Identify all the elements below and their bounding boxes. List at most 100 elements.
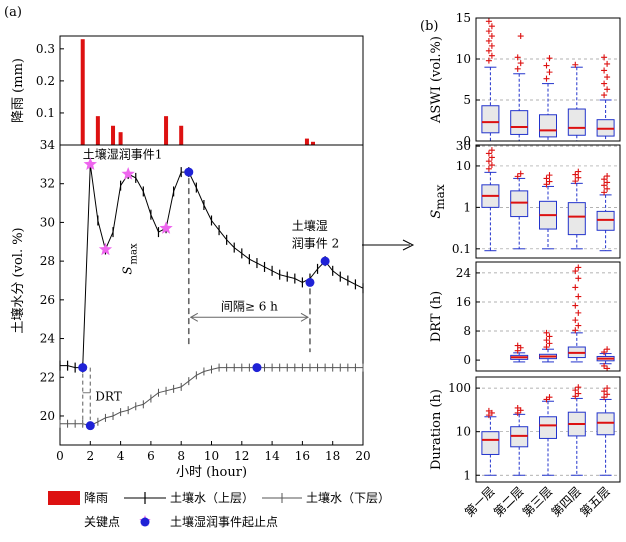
box-y-tick-label: 15 [456,11,471,25]
legend-rain-label: 降雨 [84,491,108,505]
soil-y-tick-label: 28 [40,254,55,268]
soil-y-tick-label: 24 [40,332,56,346]
box-outlier-marker [601,54,608,61]
box-y-tick-label: 10 [456,425,471,439]
box-outlier-marker [604,346,611,353]
panel-a-label: (a) [4,5,22,20]
box-y-tick-label: 30 [456,139,471,153]
box-iqr [510,110,529,135]
box-y-tick-label: 1 [463,468,471,482]
box-outlier-marker [604,179,611,186]
rainfall-chart: 0.1 0.2 0.3 34 降雨 (mm) [11,35,364,152]
box-y-axis-label-s: S [429,210,444,219]
box-outlier-marker [575,168,582,175]
box-iqr [596,412,615,436]
box-outlier-marker [543,75,550,82]
smax-annotation: Smax [121,243,140,275]
legend-lower-label: 土壤水（下层） [306,490,390,505]
box-outlier-marker [601,388,608,395]
box-outlier-marker [575,174,582,181]
rain-y-tick-label: 0.2 [36,74,55,88]
box-outlier-marker [572,317,579,324]
box-iqr [567,202,586,236]
interval-label: 间隔≥ 6 h [221,299,278,313]
box-plot-frame [475,144,621,259]
legend-event-point-marker [140,517,150,527]
box-outlier-marker [572,171,579,178]
soil-x-tick-label: 6 [147,449,155,463]
box-outlier-marker [485,37,492,44]
rain-bar [111,125,116,145]
soil-x-tick-label: 16 [295,449,310,463]
box-y-tick-label: 0 [463,134,471,148]
box-outlier-marker [604,74,611,81]
box-outlier-marker [546,394,553,401]
box-outlier-marker [575,390,582,397]
soil-x-tick-label: 14 [264,449,280,463]
box-outlier-marker [514,54,521,61]
rain-bar [95,116,100,145]
box-outlier-marker [575,275,582,282]
box-category-label: 第四层 [549,484,584,519]
interval-arrow-right-head [300,312,309,322]
soil-x-tick-label: 0 [56,449,64,463]
box-outlier-marker [485,158,492,165]
box-plot-frame [475,261,621,372]
event1-label: 土壤湿润事件1 [83,147,163,162]
box-y-tick-label: 10 [456,159,471,173]
box-outlier-marker [546,55,553,62]
box-outlier-marker [543,344,550,351]
event-point-marker [78,363,88,373]
box-outlier-marker [601,176,608,183]
box-outlier-marker [601,67,608,74]
interval-arrow-left-head [189,312,199,322]
smax-annotation-s: S [121,266,135,274]
box-plot-frame [475,17,621,142]
box-y-tick-label: 16 [456,295,471,309]
box-y-axis-label: Smax [429,184,447,218]
aswi-boxplot: 0 5 10 15 ASWI (vol.%) [429,11,621,148]
event2-label-line2: 润事件 2 [292,237,339,251]
soil-x-tick-label: 12 [234,449,249,463]
event-point-marker [320,256,330,266]
box-outlier-marker [604,391,611,398]
legend-upper-swatch [124,492,166,504]
drt-label: DRT [95,390,121,404]
rain-bar [179,125,184,145]
box-y-axis-label-sub: max [433,184,447,210]
box-outlier-marker [575,293,582,300]
event-point-marker [305,277,315,287]
box-outlier-marker [572,284,579,291]
box-outlier-marker [546,333,553,340]
box-outlier-marker [485,47,492,54]
box-outlier-marker [514,404,521,411]
box-outlier-marker [485,165,492,172]
soil-x-tick-label: 2 [86,449,94,463]
box-y-tick-label: 5 [463,93,471,107]
box-category-label: 第一层 [462,484,497,519]
box-outlier-marker [488,154,495,161]
soil-y-tick-label: 22 [40,370,55,384]
box-outlier-marker [572,387,579,394]
soil-y-tick-label: 20 [40,409,55,423]
legend-event-point-label: 土壤湿润事件起止点 [170,514,278,529]
soil-x-tick-label: 18 [325,449,340,463]
box-outlier-marker [601,182,608,189]
key-point-star [121,167,135,180]
rain-y-top-label: 34 [40,138,56,152]
rain-y-axis-label: 降雨 (mm) [11,58,26,123]
box-category-label: 第三层 [520,484,555,519]
box-iqr [510,190,529,218]
legend-lower-swatch [262,493,302,503]
box-outlier-marker [546,69,553,76]
box-outlier-marker [485,407,492,414]
box-outlier-marker [517,33,524,40]
rain-bar [118,132,123,145]
box-outlier-marker [575,322,582,329]
box-outlier-marker [488,23,495,30]
box-plot-frame [475,376,621,483]
soil-y-tick-label: 32 [40,177,55,191]
